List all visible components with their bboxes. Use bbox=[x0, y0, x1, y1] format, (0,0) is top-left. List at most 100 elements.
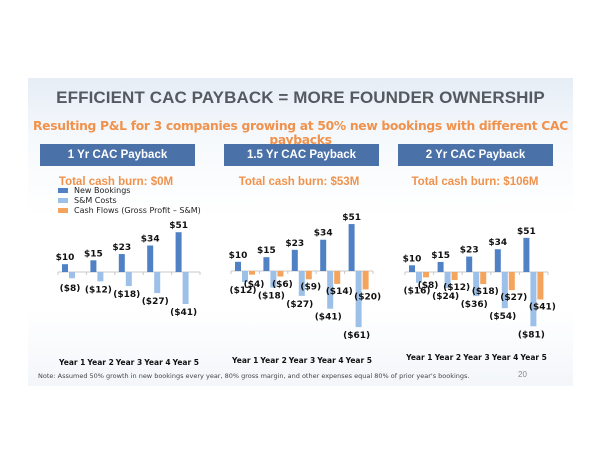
data-label-cash-flows: ($14) bbox=[326, 287, 353, 297]
bar-new-bookings bbox=[235, 261, 241, 271]
bar-new-bookings bbox=[437, 261, 444, 272]
legend-label: S&M Costs bbox=[74, 195, 117, 205]
cash-burn-3: Total cash burn: $106M bbox=[411, 176, 539, 188]
data-label-sm-costs: ($61) bbox=[343, 331, 370, 341]
data-label-cash-flows: ($41) bbox=[529, 302, 556, 312]
bar-s-m-costs bbox=[298, 271, 305, 296]
data-label-bookings: $23 bbox=[460, 246, 479, 256]
legend-swatch bbox=[58, 207, 68, 213]
data-label-bookings: $23 bbox=[112, 243, 131, 253]
data-label-sm-costs: ($18) bbox=[258, 292, 285, 302]
data-label-bookings: $34 bbox=[141, 234, 160, 244]
legend-label: New Bookings bbox=[74, 185, 131, 195]
bar-s-m-costs bbox=[416, 272, 422, 283]
x-tick-label: Year 3 bbox=[115, 358, 142, 367]
x-tick-label: Year 3 bbox=[288, 356, 315, 365]
data-label-cash-flows: ($9) bbox=[300, 282, 321, 292]
data-label-cash-flows: ($20) bbox=[354, 292, 381, 302]
bar-new-bookings bbox=[175, 232, 182, 272]
bar-new-bookings bbox=[320, 239, 327, 271]
bar-s-m-costs bbox=[154, 272, 161, 294]
bar-new-bookings bbox=[523, 237, 530, 272]
panel-header-2: 1.5 Yr CAC Payback bbox=[224, 144, 379, 166]
bar-cash-flows-gross-profit-s-m bbox=[249, 271, 255, 275]
charts-svg: $10 ($8) Year 1 $15 ($12) Year 2 $23 ($18) Year … bbox=[56, 213, 556, 367]
bar-s-m-costs bbox=[242, 271, 248, 283]
data-label-sm-costs: ($41) bbox=[315, 313, 342, 323]
panel-header-3: 2 Yr CAC Payback bbox=[398, 144, 553, 166]
x-tick-label: Year 4 bbox=[143, 358, 170, 367]
bar-cash-flows-gross-profit-s-m bbox=[508, 272, 515, 291]
bar-new-bookings bbox=[263, 257, 270, 271]
x-tick-label: Year 2 bbox=[86, 358, 113, 367]
data-label-cash-flows: ($4) bbox=[244, 280, 265, 290]
chart-legend: New Bookings S&M Costs Cash Flows (Gross… bbox=[58, 185, 201, 215]
x-tick-label: Year 1 bbox=[58, 358, 85, 367]
x-tick-label: Year 5 bbox=[345, 356, 372, 365]
legend-swatch bbox=[58, 197, 68, 203]
data-label-sm-costs: ($8) bbox=[60, 284, 81, 294]
bar-s-m-costs bbox=[125, 272, 132, 287]
data-label-sm-costs: ($81) bbox=[518, 330, 545, 340]
data-label-sm-costs: ($16) bbox=[403, 287, 430, 297]
data-label-cash-flows: ($27) bbox=[500, 293, 527, 303]
bar-s-m-costs bbox=[97, 272, 104, 282]
bar-s-m-costs bbox=[182, 272, 189, 304]
data-label-cash-flows: ($8) bbox=[418, 281, 439, 291]
x-tick-label: Year 2 bbox=[434, 353, 461, 362]
x-tick-label: Year 1 bbox=[231, 356, 258, 365]
bar-cash-flows-gross-profit-s-m bbox=[334, 271, 341, 284]
data-label-sm-costs: ($54) bbox=[489, 312, 516, 322]
data-label-bookings: $10 bbox=[403, 254, 422, 264]
data-label-sm-costs: ($12) bbox=[229, 286, 256, 296]
bar-new-bookings bbox=[147, 245, 154, 272]
bar-s-m-costs bbox=[270, 271, 277, 288]
data-label-cash-flows: ($18) bbox=[472, 287, 499, 297]
data-label-cash-flows: ($12) bbox=[443, 283, 470, 293]
bar-new-bookings bbox=[494, 249, 501, 272]
bar-s-m-costs bbox=[530, 272, 537, 327]
x-tick-label: Year 5 bbox=[172, 358, 199, 367]
legend-item-cash-flows: Cash Flows (Gross Profit – S&M) bbox=[58, 205, 201, 215]
bar-new-bookings bbox=[291, 249, 298, 271]
panel-header-1: 1 Yr CAC Payback bbox=[40, 144, 195, 166]
data-label-sm-costs: ($12) bbox=[85, 285, 112, 295]
x-tick-label: Year 1 bbox=[405, 353, 432, 362]
bar-cash-flows-gross-profit-s-m bbox=[277, 271, 284, 277]
data-label-sm-costs: ($36) bbox=[461, 300, 488, 310]
cash-burn-1: Total cash burn: $0M bbox=[58, 176, 174, 188]
cash-burn-2: Total cash burn: $53M bbox=[238, 176, 360, 188]
bar-new-bookings bbox=[348, 224, 355, 271]
slide-subtitle: Resulting P&L for 3 companies growing at… bbox=[33, 119, 568, 147]
bar-new-bookings bbox=[62, 264, 68, 272]
slide: EFFICIENT CAC PAYBACK = MORE FOUNDER OWN… bbox=[28, 78, 573, 386]
bar-cash-flows-gross-profit-s-m bbox=[451, 272, 458, 281]
data-label-bookings: $34 bbox=[488, 238, 507, 248]
footnote: Note: Assumed 50% growth in new bookings… bbox=[38, 372, 470, 380]
bar-s-m-costs bbox=[69, 272, 75, 279]
x-tick-label: Year 3 bbox=[462, 353, 489, 362]
bar-cash-flows-gross-profit-s-m bbox=[423, 272, 429, 278]
data-label-bookings: $15 bbox=[257, 246, 276, 256]
bar-new-bookings bbox=[118, 254, 125, 272]
x-tick-label: Year 2 bbox=[259, 356, 286, 365]
bar-cash-flows-gross-profit-s-m bbox=[305, 271, 312, 280]
legend-item-sm-costs: S&M Costs bbox=[58, 195, 201, 205]
slide-title: EFFICIENT CAC PAYBACK = MORE FOUNDER OWN… bbox=[56, 88, 545, 107]
data-label-sm-costs: ($24) bbox=[432, 292, 459, 302]
bar-new-bookings bbox=[90, 260, 97, 272]
bar-new-bookings bbox=[409, 265, 415, 272]
data-label-bookings: $15 bbox=[431, 251, 450, 261]
data-label-sm-costs: ($27) bbox=[142, 297, 169, 307]
bar-s-m-costs bbox=[444, 272, 451, 289]
data-label-bookings: $23 bbox=[285, 239, 304, 249]
x-tick-label: Year 4 bbox=[316, 356, 343, 365]
bar-cash-flows-gross-profit-s-m bbox=[362, 271, 369, 290]
page-number: 20 bbox=[518, 370, 527, 379]
bar-s-m-costs bbox=[327, 271, 334, 309]
data-label-bookings: $15 bbox=[84, 249, 103, 259]
data-label-cash-flows: ($6) bbox=[272, 280, 293, 290]
data-label-bookings: $10 bbox=[56, 253, 75, 263]
data-label-bookings: $51 bbox=[517, 227, 536, 237]
data-label-bookings: $51 bbox=[342, 213, 361, 223]
